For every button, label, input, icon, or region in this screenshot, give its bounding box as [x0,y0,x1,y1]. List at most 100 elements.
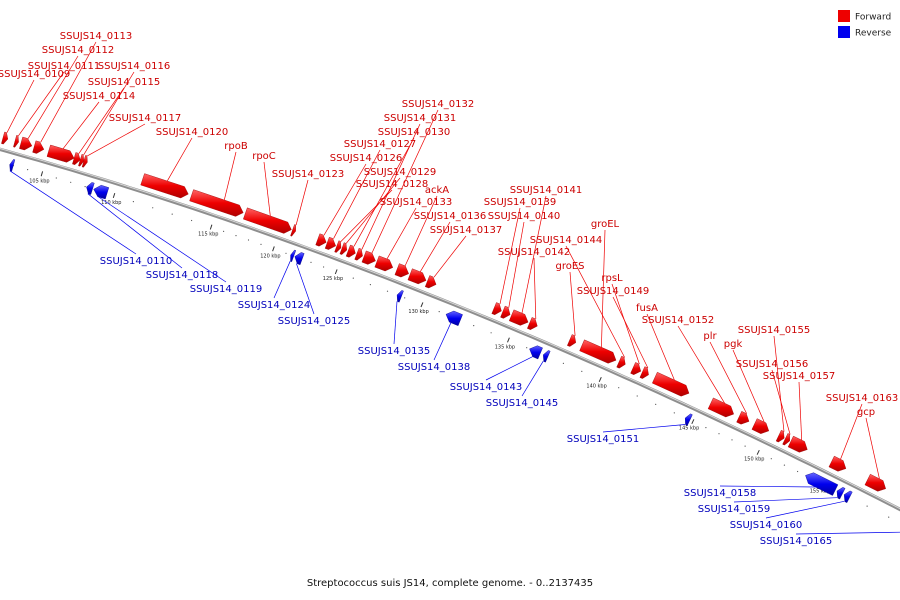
gene-ssujs14_0132[interactable] [361,250,376,265]
gene-ssujs14_0136[interactable] [407,268,427,285]
gene-fusa[interactable] [652,371,690,397]
gene-gcp-label[interactable]: gcp [857,407,875,418]
gene-plr-label[interactable]: plr [703,331,717,342]
gene-rpoc-label[interactable]: rpoC [252,151,276,162]
gene-ssujs14_0135[interactable] [396,290,404,303]
gene-ssujs14_0117-label[interactable]: SSUJS14_0117 [109,113,182,124]
gene-ssujs14_0137[interactable] [424,275,437,289]
gene-ssujs14_0125[interactable] [294,252,305,266]
gene-rpob-label[interactable]: rpoB [224,141,248,152]
gene-ssujs14_0127[interactable] [324,236,336,250]
gene-ssujs14_0131[interactable] [354,247,363,261]
gene-ssujs14_0113[interactable] [32,140,45,154]
gene-ssujs14_0128[interactable] [334,240,342,253]
gene-ssujs14_0144[interactable] [616,355,626,369]
gene-ssujs14_0114[interactable] [46,144,75,163]
gene-ssujs14_0156-label[interactable]: SSUJS14_0156 [736,359,809,370]
gene-ssujs14_0129[interactable] [339,242,348,255]
gene-ssujs14_0126[interactable] [315,233,327,247]
gene-ssujs14_0160[interactable] [843,490,853,503]
gene-ssujs14_0115-label[interactable]: SSUJS14_0115 [88,77,161,88]
gene-ssujs14_0141-label[interactable]: SSUJS14_0141 [510,185,583,196]
gene-ssujs14_0141[interactable] [508,309,529,326]
gene-ssujs14_0112[interactable] [19,136,33,151]
gene-ssujs14_0115[interactable] [72,152,81,165]
gene-groes-label[interactable]: groES [555,261,584,272]
gene-ssujs14_0118-label[interactable]: SSUJS14_0118 [146,270,219,281]
gene-ssujs14_0111-label[interactable]: SSUJS14_0111 [28,61,101,72]
gene-ssujs14_0138[interactable] [445,310,463,326]
gene-ssujs14_0137-label[interactable]: SSUJS14_0137 [430,225,503,236]
gene-ssujs14_0159-label[interactable]: SSUJS14_0159 [698,504,771,515]
gene-ssujs14_0152-label[interactable]: SSUJS14_0152 [642,315,715,326]
gene-ssujs14_0112-label[interactable]: SSUJS14_0112 [42,45,115,56]
gene-ssujs14_0145[interactable] [543,350,551,363]
gene-ssujs14_0139[interactable] [491,302,502,316]
gene-ssujs14_0158-label[interactable]: SSUJS14_0158 [684,488,757,499]
gene-ssujs14_0143-label[interactable]: SSUJS14_0143 [450,382,523,393]
gene-ssujs14_0118[interactable] [86,182,95,195]
gene-ssujs14_0120[interactable] [140,173,189,199]
gene-ssujs14_0120-label[interactable]: SSUJS14_0120 [156,127,229,138]
gene-ssujs14_0123-label[interactable]: SSUJS14_0123 [272,169,345,180]
gene-ssujs14_0138-label[interactable]: SSUJS14_0138 [398,362,471,373]
gene-ssujs14_0124-label[interactable]: SSUJS14_0124 [238,300,311,311]
gene-ssujs14_0163[interactable] [828,455,847,472]
gene-fusa-label[interactable]: fusA [636,303,658,314]
gene-ssujs14_0125-label[interactable]: SSUJS14_0125 [278,316,351,327]
gene-ssujs14_0152[interactable] [707,397,734,418]
gene-groel-label[interactable]: groEL [591,219,620,230]
gene-ssujs14_0151[interactable] [684,413,693,426]
gene-ssujs14_0119[interactable] [93,184,110,200]
gene-ssujs14_0119-label[interactable]: SSUJS14_0119 [190,284,263,295]
gene-ssujs14_0126-label[interactable]: SSUJS14_0126 [330,153,403,164]
gene-ssujs14_0139-label[interactable]: SSUJS14_0139 [484,197,557,208]
gene-ssujs14_0109[interactable] [1,131,9,145]
gene-ssujs14_0142-label[interactable]: SSUJS14_0142 [498,247,571,258]
gene-ssujs14_0156[interactable] [782,433,790,446]
gene-ssujs14_0129-label[interactable]: SSUJS14_0129 [364,167,437,178]
gene-ssujs14_0155-label[interactable]: SSUJS14_0155 [738,325,811,336]
gene-ssujs14_0140-label[interactable]: SSUJS14_0140 [488,211,561,222]
gene-ssujs14_0157-label[interactable]: SSUJS14_0157 [763,371,836,382]
gene-rpoc[interactable] [243,207,292,234]
gene-ssujs14_0142[interactable] [527,317,538,330]
gene-ssujs14_0159[interactable] [836,487,846,500]
gene-ssujs14_0157[interactable] [787,435,808,453]
gene-ssujs14_0145-label[interactable]: SSUJS14_0145 [486,398,559,409]
gene-ssujs14_0165-label[interactable]: SSUJS14_0165 [760,536,833,547]
gene-ssujs14_0116-label[interactable]: SSUJS14_0116 [98,61,171,72]
gene-plr[interactable] [736,411,750,425]
gene-ssujs14_0131-label[interactable]: SSUJS14_0131 [384,113,457,124]
gene-ssujs14_0116[interactable] [78,154,85,167]
gene-ssujs14_0114-label[interactable]: SSUJS14_0114 [63,91,136,102]
gene-ssujs14_0149[interactable] [639,366,649,379]
gene-ssujs14_0143[interactable] [529,345,543,360]
gene-ssujs14_0127-label[interactable]: SSUJS14_0127 [344,139,417,150]
gene-ssujs14_0110[interactable] [9,159,16,172]
gene-ssujs14_0110-label[interactable]: SSUJS14_0110 [100,256,173,267]
gene-acka[interactable] [394,263,409,278]
gene-ssujs14_0130-label[interactable]: SSUJS14_0130 [378,127,451,138]
gene-ssujs14_0151-label[interactable]: SSUJS14_0151 [567,434,640,445]
gene-ssujs14_0124[interactable] [290,249,297,262]
gene-ssujs14_0132-label[interactable]: SSUJS14_0132 [402,99,475,110]
gene-ssujs14_0133-label[interactable]: SSUJS14_0133 [380,197,453,208]
gene-rpsl[interactable] [630,362,642,375]
gene-rpob[interactable] [189,189,244,217]
gene-ssujs14_0135-label[interactable]: SSUJS14_0135 [358,346,431,357]
gene-ssujs14_0158[interactable] [805,472,839,496]
gene-groes[interactable] [567,334,577,347]
gene-pgk-label[interactable]: pgk [724,339,743,350]
gene-gcp[interactable] [864,473,886,492]
gene-ssujs14_0130[interactable] [345,244,356,258]
gene-ssujs14_0163-label[interactable]: SSUJS14_0163 [826,393,899,404]
gene-groel[interactable] [579,339,617,364]
gene-ssujs14_0144-label[interactable]: SSUJS14_0144 [530,235,603,246]
gene-rpsl-label[interactable]: rpsL [601,273,623,284]
gene-ssujs14_0155[interactable] [775,429,785,443]
gene-ssujs14_0109-label[interactable]: SSUJS14_0109 [0,69,70,80]
gene-acka-label[interactable]: ackA [425,185,449,196]
gene-ssujs14_0113-label[interactable]: SSUJS14_0113 [60,31,133,42]
gene-pgk[interactable] [751,418,770,434]
